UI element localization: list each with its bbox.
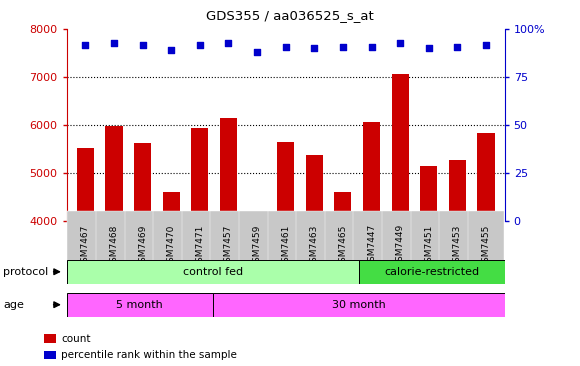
Text: GSM7461: GSM7461 <box>281 224 290 268</box>
Text: GSM7451: GSM7451 <box>424 224 433 268</box>
Text: GSM7457: GSM7457 <box>224 224 233 268</box>
Text: GSM7470: GSM7470 <box>166 224 176 268</box>
Bar <box>191 128 208 221</box>
Bar <box>277 142 294 221</box>
Text: GSM7467: GSM7467 <box>81 224 90 268</box>
Text: count: count <box>61 333 90 344</box>
Bar <box>449 160 466 221</box>
Bar <box>67 260 358 284</box>
Bar <box>363 123 380 221</box>
Point <box>195 42 204 48</box>
Text: GSM7471: GSM7471 <box>195 224 204 268</box>
Bar <box>392 74 409 221</box>
Bar <box>162 192 180 221</box>
Bar <box>77 149 94 221</box>
Point <box>481 42 491 48</box>
Bar <box>248 213 266 221</box>
Bar <box>306 155 323 221</box>
Text: 30 month: 30 month <box>332 300 386 310</box>
Text: GSM7449: GSM7449 <box>396 224 405 268</box>
Text: control fed: control fed <box>183 267 242 277</box>
Point <box>453 44 462 49</box>
Bar <box>67 293 213 317</box>
Text: GSM7447: GSM7447 <box>367 224 376 268</box>
Bar <box>213 293 505 317</box>
Point <box>166 48 176 53</box>
Bar <box>334 192 351 221</box>
Text: GSM7455: GSM7455 <box>481 224 491 268</box>
Point <box>338 44 347 49</box>
Text: calorie-restricted: calorie-restricted <box>384 267 479 277</box>
Point <box>310 46 319 52</box>
Text: GSM7459: GSM7459 <box>252 224 262 268</box>
Bar <box>358 260 505 284</box>
Point <box>138 42 147 48</box>
Point <box>81 42 90 48</box>
Text: age: age <box>3 300 24 310</box>
Text: GSM7468: GSM7468 <box>110 224 118 268</box>
Point <box>367 44 376 49</box>
Point <box>281 44 291 49</box>
Bar <box>420 166 437 221</box>
Text: protocol: protocol <box>3 267 48 277</box>
Point <box>109 40 118 46</box>
Text: GDS355 / aa036525_s_at: GDS355 / aa036525_s_at <box>206 9 374 22</box>
Point <box>224 40 233 46</box>
Point <box>424 46 433 52</box>
Text: GSM7465: GSM7465 <box>338 224 347 268</box>
Text: GSM7469: GSM7469 <box>138 224 147 268</box>
Bar <box>220 118 237 221</box>
Text: GSM7463: GSM7463 <box>310 224 319 268</box>
Point <box>252 49 262 55</box>
Point <box>396 40 405 46</box>
Bar <box>134 143 151 221</box>
Text: percentile rank within the sample: percentile rank within the sample <box>61 350 237 360</box>
Text: 5 month: 5 month <box>117 300 163 310</box>
Bar <box>106 126 122 221</box>
Bar <box>477 133 495 221</box>
Text: GSM7453: GSM7453 <box>453 224 462 268</box>
